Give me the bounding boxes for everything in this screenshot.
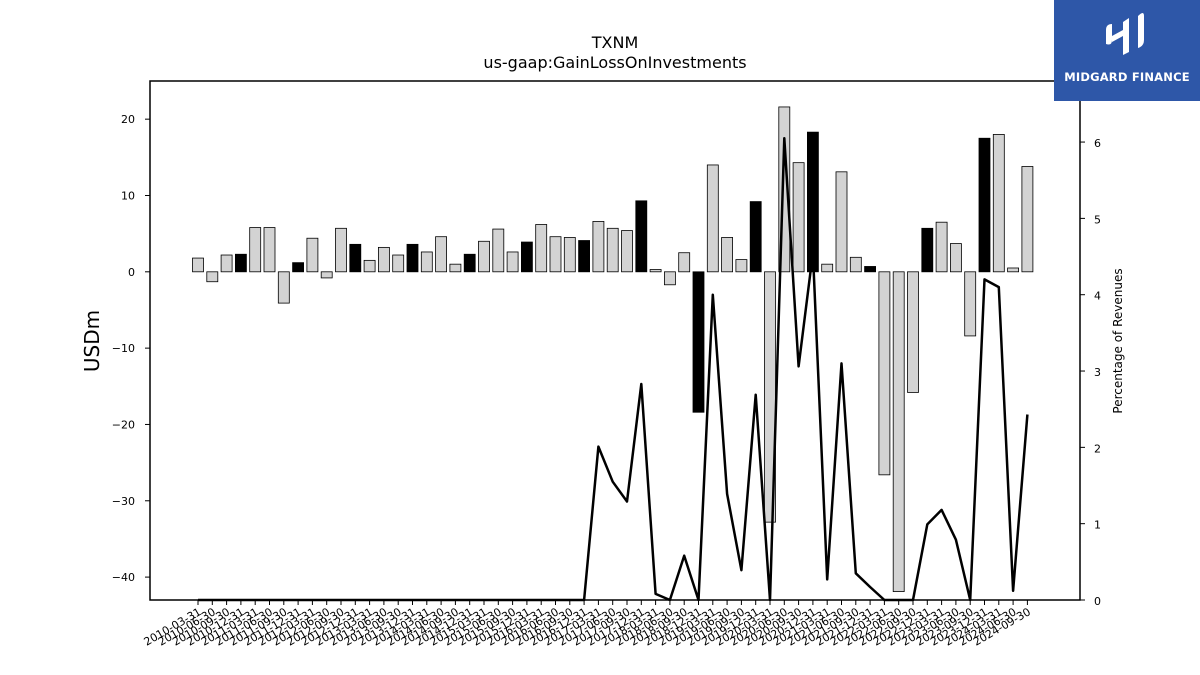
bar-2014-03-31	[420, 251, 433, 273]
bar-2021-12-31	[864, 266, 876, 273]
bar-2012-09-30	[335, 227, 347, 273]
bars-layer	[192, 106, 1034, 593]
y-axis: 20 10 0 −10 −20 −30 −40	[112, 113, 150, 584]
bar-2022-06-30	[892, 271, 905, 593]
bar-2020-09-30	[792, 162, 805, 273]
bar-2018-03-31	[649, 269, 662, 273]
y-tick-label: 0	[128, 266, 135, 279]
bar-2012-03-31	[306, 237, 319, 273]
chart-subtitle: us-gaap:GainLossOnInvestments	[483, 53, 746, 72]
bar-2010-09-30	[220, 254, 233, 273]
midgard-logo-icon	[1106, 13, 1144, 55]
bar-2015-12-31	[521, 241, 533, 273]
bar-2024-06-30	[1007, 267, 1019, 273]
bar-2022-09-30	[907, 271, 919, 393]
bar-2013-09-30	[392, 254, 405, 273]
bar-2012-06-30	[320, 271, 333, 279]
bar-2018-12-31	[692, 271, 705, 413]
bar-2023-03-31	[935, 221, 948, 273]
y-tick-label: −10	[112, 342, 135, 355]
y2-tick-label: 3	[1094, 366, 1101, 379]
bar-2017-03-31	[592, 221, 605, 273]
bar-2018-09-30	[678, 252, 691, 273]
x-axis: 2010-03-312010-06-302010-09-302010-12-31…	[142, 600, 1033, 649]
bar-2016-06-30	[549, 236, 562, 273]
bar-2022-12-31	[921, 227, 934, 273]
bar-2014-12-31	[463, 253, 476, 273]
bar-2015-09-30	[506, 251, 519, 273]
bar-2023-06-30	[950, 243, 962, 273]
bar-2021-09-30	[849, 256, 862, 273]
y2-tick-label: 6	[1094, 137, 1101, 150]
bar-2011-09-30	[277, 271, 290, 304]
bar-2010-03-31	[192, 257, 204, 273]
bar-2021-06-30	[835, 171, 848, 273]
bar-2015-06-30	[492, 228, 505, 273]
y-tick-label: 10	[121, 189, 135, 202]
bar-2015-03-31	[478, 240, 490, 273]
bar-2017-06-30	[606, 227, 619, 273]
bar-2024-09-30	[1021, 166, 1034, 273]
bar-2019-12-31	[749, 201, 762, 273]
bar-2021-03-31	[821, 263, 834, 273]
y2-tick-label: 5	[1094, 213, 1101, 226]
bar-2013-06-30	[377, 246, 390, 273]
bar-2011-12-31	[292, 262, 305, 273]
bar-2017-12-31	[635, 200, 648, 273]
chart-title: TXNM	[591, 33, 639, 52]
y2-axis: 0 1 2 3 4 5 6	[1080, 137, 1101, 608]
bar-2022-03-31	[878, 271, 891, 476]
midgard-finance-logo: MIDGARD FINANCE	[1054, 0, 1200, 101]
bar-2020-12-31	[807, 131, 819, 273]
y-tick-label: −20	[112, 418, 135, 431]
bar-2019-09-30	[735, 259, 748, 273]
y-axis-label: USDm	[80, 310, 104, 372]
y2-tick-label: 0	[1094, 595, 1101, 608]
bar-2023-12-31	[978, 137, 991, 273]
bar-2016-03-31	[535, 224, 548, 273]
y2-tick-label: 4	[1094, 290, 1101, 303]
bar-2016-09-30	[563, 237, 576, 273]
bar-2011-03-31	[249, 227, 262, 273]
bar-2010-06-30	[206, 271, 219, 283]
y-tick-label: −40	[112, 571, 135, 584]
y2-tick-label: 1	[1094, 519, 1101, 532]
bar-2024-03-31	[992, 134, 1005, 273]
bar-2010-12-31	[234, 253, 247, 273]
bar-2018-06-30	[664, 271, 676, 286]
bar-2017-09-30	[621, 230, 633, 273]
y-tick-label: 20	[121, 113, 135, 126]
logo-text: MIDGARD FINANCE	[1064, 70, 1190, 84]
y-tick-label: −30	[112, 495, 135, 508]
bar-2012-12-31	[349, 243, 362, 273]
bar-2014-09-30	[449, 263, 462, 273]
bar-2011-06-30	[263, 227, 276, 273]
bar-2013-12-31	[406, 243, 419, 273]
plot-frame	[149, 80, 1081, 601]
bar-2020-06-30	[778, 106, 791, 273]
bar-2014-06-30	[435, 236, 448, 273]
y2-axis-label: Percentage of Revenues	[1111, 268, 1125, 413]
bar-2016-12-31	[578, 240, 590, 273]
bar-2023-09-30	[964, 271, 977, 337]
bar-2019-06-30	[721, 237, 733, 273]
bar-2019-03-31	[706, 164, 719, 273]
bar-2013-03-31	[363, 259, 376, 273]
y2-tick-label: 2	[1094, 442, 1101, 455]
